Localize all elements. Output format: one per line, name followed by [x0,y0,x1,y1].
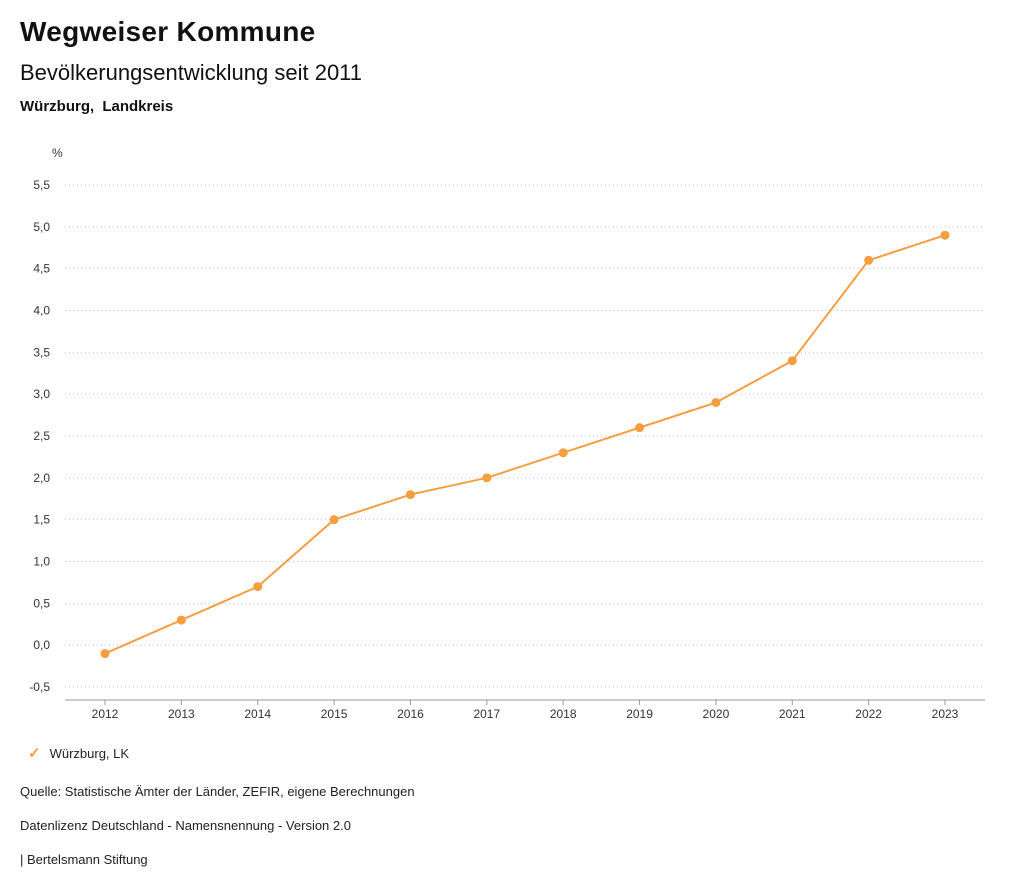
checkmark-icon: ✓ [28,745,41,762]
svg-text:2022: 2022 [855,707,882,721]
svg-text:2014: 2014 [244,707,271,721]
svg-text:-0,5: -0,5 [29,680,50,694]
svg-text:2013: 2013 [168,707,195,721]
svg-text:2023: 2023 [932,707,959,721]
page-title: Wegweiser Kommune [20,16,316,47]
svg-text:0,0: 0,0 [33,638,50,652]
legend: ✓ Würzburg, LK [28,745,129,763]
svg-text:2,5: 2,5 [33,429,50,443]
svg-text:2018: 2018 [550,707,577,721]
svg-text:0,5: 0,5 [33,596,50,610]
svg-text:2017: 2017 [473,707,500,721]
chart-svg: 5,5 5,0 4,5 4,0 3,5 3,0 2,5 2,0 1,5 1,0 0,5 0,0 -0,5… [29,178,985,721]
footer: Quelle: Statistische Ämter der Länder, Z… [20,784,415,886]
chart-subtitle: Bevölkerungsentwicklung seit 2011 [20,60,363,85]
svg-text:2,0: 2,0 [33,471,50,485]
svg-text:2012: 2012 [92,707,119,721]
svg-text:2015: 2015 [321,707,348,721]
legend-label: Würzburg, LK [49,746,130,761]
header: Wegweiser Kommune Bevölkerungsentwicklun… [20,16,362,115]
region-label: Würzburg, Landkreis [20,98,174,115]
license-text: Datenlizenz Deutschland - Namensnennung … [20,818,351,833]
svg-text:4,0: 4,0 [33,304,50,318]
svg-text:2016: 2016 [397,707,424,721]
attribution-text: | Bertelsmann Stiftung [20,852,148,867]
svg-text:2020: 2020 [703,707,730,721]
svg-text:1,0: 1,0 [33,555,50,569]
svg-text:5,0: 5,0 [33,220,50,234]
svg-text:2019: 2019 [626,707,653,721]
svg-text:4,5: 4,5 [33,262,50,276]
legend-item[interactable]: ✓ Würzburg, LK [28,746,129,761]
y-axis-unit-label: % [52,146,63,160]
chart: % 5,5 5,0 4,5 4,0 3,5 3,0 2,5 2,0 1,5 1,0 0,5 0,0 -0… [0,146,1024,735]
svg-text:1,5: 1,5 [33,513,50,527]
svg-text:3,5: 3,5 [33,345,50,359]
svg-text:3,0: 3,0 [33,387,50,401]
source-text: Quelle: Statistische Ämter der Länder, Z… [20,784,415,799]
svg-text:5,5: 5,5 [33,178,50,192]
svg-text:2021: 2021 [779,707,806,721]
